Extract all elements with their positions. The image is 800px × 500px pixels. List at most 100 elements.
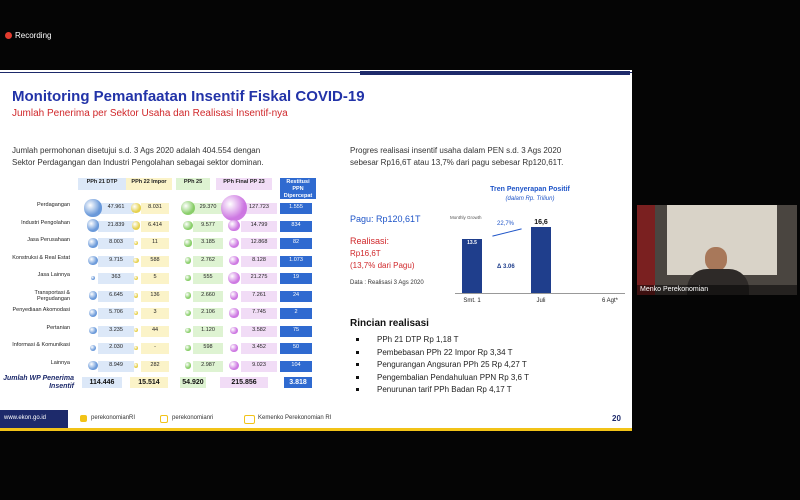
cell-bg [141,343,169,354]
detail-item: Pengurangan Angsuran PPh 25 Rp 4,27 T [377,360,527,369]
top-rule [0,72,632,73]
cell-bg [280,220,312,232]
cell-bg [98,290,134,302]
cell-value: 75 [292,326,300,333]
row-label: Jasa Lainnya [37,272,70,278]
detail-item: Penurunan tarif PPh Badan Rp 4,17 T [377,385,512,394]
cell-value: 1.073 [289,256,303,263]
cell-bg [141,325,169,337]
cell-bg [241,308,277,319]
column-header: Restitusi PPN Dipercepat [280,178,316,199]
cell-value: 14.799 [250,221,268,228]
bubble [185,327,191,334]
cell-bg [241,238,277,249]
cell-bg [280,308,312,319]
face [705,247,727,271]
realisasi: Realisasi: [350,236,390,246]
cell-value: 12.868 [250,239,268,245]
bubble [183,220,193,231]
cell-bg [241,343,277,354]
instagram-icon [160,415,168,423]
bar-label: 13.5 [467,240,477,246]
youtube-icon [244,415,255,424]
cell-value: 282 [150,361,160,368]
bubble [229,255,239,266]
website-box [0,410,68,428]
bullet [356,338,359,341]
cell-bg [98,238,134,249]
slide: Monitoring Pemanfaatan Insentif Fiskal C… [0,70,632,431]
cell-value: 555 [203,274,213,280]
cell-bg [141,360,169,372]
cell-value: 21.839 [107,221,125,228]
bar [531,226,551,293]
participant-video: Menko Perekonomian [637,205,797,295]
cell-value: 5.706 [109,309,123,315]
bubble [184,257,192,264]
detail-item: Pengembalian Pendahuluan PPN Rp 3,6 T [377,372,529,382]
bar-label: 16,6 [534,218,548,226]
total-value: 3.818 [284,377,312,388]
cell-value: 127.723 [249,204,269,210]
cell-value: 2.106 [201,309,215,315]
bubble [84,199,102,217]
cell-bg [193,325,223,337]
cell-value: 834 [291,221,301,228]
bubble [86,219,100,232]
cell-value: 11 [152,239,158,245]
cell-bg [280,290,312,302]
cell-bg [141,220,169,232]
cell-value: 2 [294,309,298,315]
bubble [88,360,98,371]
cell-bg [280,360,312,372]
cell-bg [241,325,277,337]
column-header: PPh Final PP 23 [216,178,272,190]
bubble [88,255,98,266]
cell-bg [193,273,223,284]
bubble [185,345,191,351]
detail-item: Pembebasan PPh 22 Impor Rp 3,34 T [377,347,513,357]
bubble [230,326,238,335]
bullet [356,363,359,366]
cell-bg [280,238,312,249]
cell-bg [193,238,223,249]
slide-subtitle: Jumlah Penerima per Sektor Usaha dan Rea… [12,108,288,119]
detail-item: PPh 21 DTP Rp 1,18 T [377,335,459,344]
realisasi: (13,7% dari Pagu) [350,261,415,270]
cell-value: 29.370 [199,204,217,210]
cell-value: 7.745 [252,309,266,315]
bubble [90,275,96,281]
cell-bg [98,203,134,214]
cell-bg [193,220,223,232]
cell-value: 3.235 [109,326,123,333]
row-label: Pertanian [46,324,70,331]
growth-arrow [492,228,522,237]
cell-bg [241,360,277,372]
column-header: PPh 21 DTP [78,178,126,190]
right-text: Progres realisasi insentif usaha dalam P… [350,146,562,155]
cell-value: 3.185 [201,239,215,245]
cell-value: 8.128 [252,256,266,263]
total-value: 215.856 [220,377,268,388]
footer: www.ekon.go.id perekonomianRI perekonomi… [0,410,632,431]
bubble [228,219,240,232]
bullet [356,375,359,379]
row-label: Jasa Perusahaan [27,237,70,243]
cell-bg [98,343,134,354]
bar [462,239,482,293]
cell-bg [98,255,134,267]
cell-bg [280,255,312,267]
cell-bg [98,308,134,319]
cell-bg [241,220,277,232]
bubble [184,292,192,299]
row-label: Perdagangan [36,202,70,208]
cell-value: 50 [292,344,300,350]
cell-value: - [154,344,156,350]
bullet [356,350,359,354]
cell-value: 24 [292,291,300,298]
cell-value: 2.762 [201,256,215,263]
chart-subtitle: (dalam Rp. Triliun) [505,196,555,202]
cell-value: 19 [292,274,300,280]
cell-bg [98,360,134,372]
participant-name: Menko Perekonomian [640,286,709,293]
